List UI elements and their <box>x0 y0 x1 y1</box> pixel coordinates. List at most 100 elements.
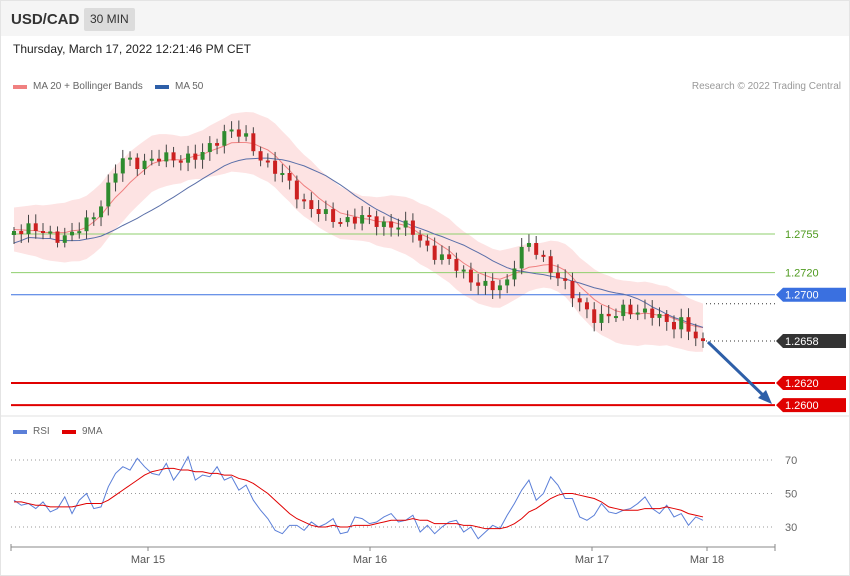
candle-body <box>425 240 430 246</box>
candle-body <box>200 152 205 160</box>
x-tick-label: Mar 16 <box>353 554 387 566</box>
rsi-ma-line <box>14 467 704 530</box>
candle-body <box>207 143 212 153</box>
candle-body <box>439 254 444 260</box>
level-1-2658-label: 1.2658 <box>785 336 819 348</box>
candle-body <box>592 309 597 323</box>
forecast-arrow-head <box>758 390 772 404</box>
candle-body <box>26 223 31 235</box>
candle-body <box>512 268 517 280</box>
candle-body <box>461 269 466 272</box>
candle-body <box>642 308 647 313</box>
candle-body <box>193 153 198 160</box>
candle-body <box>621 304 626 317</box>
candle-body <box>135 157 140 170</box>
candle-body <box>120 158 125 174</box>
candle-body <box>215 143 220 146</box>
candle-body <box>70 231 75 236</box>
candle-body <box>302 199 307 202</box>
candle-body <box>309 200 314 210</box>
candle-body <box>548 256 553 273</box>
x-tick-label: Mar 17 <box>575 554 609 566</box>
rsi-ma-label: 9MA <box>82 426 103 437</box>
candle-body <box>476 282 481 286</box>
candle-body <box>613 316 618 319</box>
candle-body <box>287 172 292 181</box>
candle-body <box>490 280 495 291</box>
timeframe-badge[interactable]: 30 MIN <box>84 8 135 31</box>
x-tick-label: Mar 18 <box>690 554 724 566</box>
rsi-level-label-50: 50 <box>785 489 797 501</box>
candle-body <box>164 152 169 162</box>
candle-body <box>48 231 53 234</box>
candle-body <box>505 279 510 286</box>
candle-body <box>432 245 437 260</box>
candle-body <box>381 221 386 227</box>
candle-body <box>222 131 227 146</box>
candle-body <box>171 152 176 161</box>
candle-body <box>352 217 357 224</box>
candle-body <box>606 313 611 317</box>
forecast-arrow-shaft <box>706 340 768 400</box>
candle-body <box>323 209 328 215</box>
candle-body <box>149 158 154 161</box>
candle-body <box>265 160 270 163</box>
candle-body <box>331 209 336 222</box>
candle-body <box>635 312 640 315</box>
candle-body <box>403 220 408 228</box>
candle-body <box>178 160 183 163</box>
candle-body <box>541 254 546 257</box>
ma50-swatch <box>155 84 169 89</box>
candle-body <box>650 308 655 318</box>
candle-body <box>91 217 96 220</box>
candle-body <box>236 129 241 137</box>
candle-body <box>454 259 459 271</box>
ma20-swatch <box>13 84 27 89</box>
candle-body <box>374 216 379 227</box>
candle-body <box>113 173 118 183</box>
level-1-2720-label: 1.2720 <box>785 268 819 280</box>
candle-body <box>396 227 401 230</box>
candle-body <box>534 242 539 255</box>
level-1-2600-tag <box>776 398 846 413</box>
candle-body <box>483 280 488 286</box>
ma50-line <box>13 157 704 328</box>
candle-body <box>33 223 38 232</box>
candle-body <box>41 231 46 234</box>
level-1-2700-tag <box>776 287 846 302</box>
candle-body <box>186 153 191 163</box>
level-1-2600-label: 1.2600 <box>785 400 819 412</box>
candle-body <box>570 280 575 299</box>
rsi-swatch <box>13 429 27 434</box>
candle-body <box>12 231 16 235</box>
rsi-line <box>13 455 704 540</box>
candle-body <box>577 298 582 303</box>
bollinger-band-area <box>14 112 703 352</box>
candle-body <box>693 331 698 339</box>
research-credit: Research © 2022 Trading Central <box>691 81 841 92</box>
candle-body <box>157 158 162 162</box>
candle-body <box>657 314 662 318</box>
candle-body <box>280 172 285 175</box>
candle-body <box>244 133 249 137</box>
candle-body <box>526 242 531 247</box>
rsi-ma-swatch <box>62 429 76 434</box>
candle-body <box>664 314 669 322</box>
candle-body <box>55 231 60 243</box>
candle-body <box>701 338 705 342</box>
rsi-level-label-30: 30 <box>785 522 797 534</box>
level-1-2658-tag <box>776 334 846 349</box>
candle-body <box>555 272 560 279</box>
candle-body <box>128 157 133 160</box>
candle-body <box>229 129 234 132</box>
candle-body <box>360 215 365 224</box>
candle-body <box>599 313 604 323</box>
candle-body <box>389 221 394 228</box>
ma20-line <box>13 141 704 329</box>
chart-datetime: Thursday, March 17, 2022 12:21:46 PM CET <box>13 42 251 56</box>
candle-body <box>62 235 67 243</box>
candle-body <box>142 160 147 170</box>
rsi-label: RSI <box>33 426 50 437</box>
candle-body <box>106 182 111 207</box>
